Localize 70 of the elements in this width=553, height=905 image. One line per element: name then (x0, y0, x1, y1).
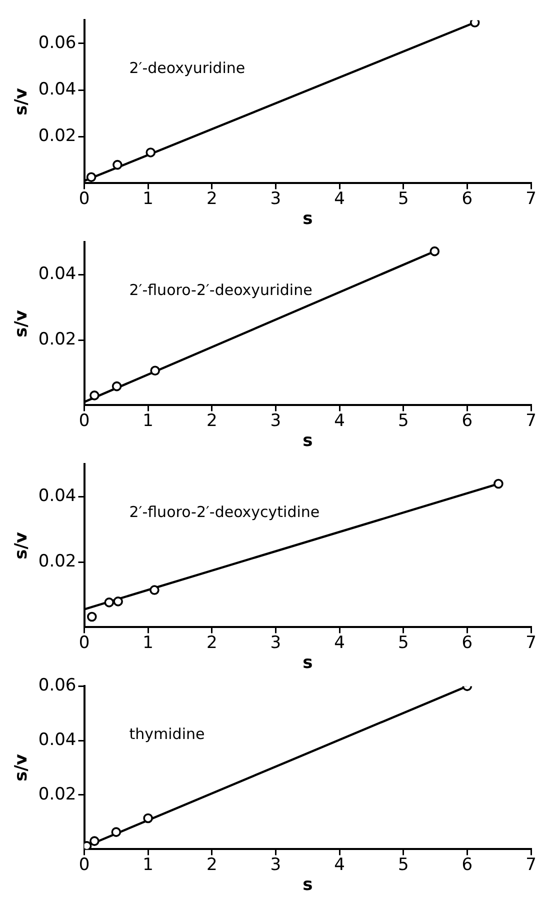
x-tick-label: 6 (462, 410, 473, 431)
x-axis-title: s (302, 653, 313, 674)
point (111, 827, 122, 837)
y-tick-label: 0.02 (38, 784, 76, 804)
point (90, 836, 100, 846)
x-axis-title: s (302, 875, 313, 896)
x-tick-label: 1 (142, 410, 154, 431)
x-tick-label: 5 (398, 854, 409, 875)
x-tick-label: 4 (334, 188, 345, 209)
x-tick-label: 6 (462, 188, 473, 209)
x-tick-label: 1 (142, 854, 154, 875)
point (112, 381, 122, 392)
text: 2′-deoxyuridine (129, 58, 246, 77)
x-tick-label: 2 (206, 410, 218, 431)
y-tick-label: 0.02 (38, 329, 76, 350)
x-tick-label: 4 (334, 632, 345, 653)
text: 2′-fluoro-2′-deoxyuridine (129, 280, 312, 299)
y-axis-title: s/v (12, 754, 32, 782)
x-tick-label: 1 (142, 188, 154, 209)
x-axis-title: s (302, 209, 313, 230)
text: 2′-fluoro-2′-deoxycytidine (129, 502, 320, 521)
x-tick-label: 0 (78, 632, 90, 653)
x-tick-label: 0 (78, 410, 90, 431)
x-tick-label: 3 (270, 632, 282, 653)
x-tick-label: 0 (78, 854, 90, 875)
y-tick-label: 0.06 (38, 676, 76, 696)
point (146, 148, 156, 158)
point (150, 585, 160, 595)
point (143, 813, 153, 824)
x-tick-label: 3 (270, 854, 282, 875)
point (104, 598, 114, 608)
y-axis-title: s/v (12, 88, 32, 116)
x-tick-label: 5 (398, 188, 409, 209)
point (86, 172, 96, 182)
x-axis-title: s (302, 431, 313, 452)
x-tick-label: 2 (206, 854, 218, 875)
y-tick-label: 0.04 (38, 264, 76, 284)
point (112, 160, 122, 170)
y-tick-label: 0.04 (38, 730, 76, 750)
point (90, 390, 100, 400)
y-tick-label: 0.04 (38, 486, 76, 506)
y-tick-label: 0.06 (38, 32, 76, 53)
x-tick-label: 3 (270, 410, 282, 431)
x-tick-label: 5 (398, 410, 409, 431)
y-axis-title: s/v (12, 532, 32, 560)
x-tick-label: 6 (462, 854, 473, 875)
point (494, 478, 504, 489)
y-tick-label: 0.04 (38, 79, 76, 100)
y-tick-label: 0.02 (38, 551, 76, 572)
x-tick-label: 0 (78, 188, 90, 209)
x-tick-label: 4 (334, 854, 345, 875)
x-tick-label: 7 (526, 410, 536, 431)
x-tick-label: 2 (206, 632, 218, 653)
x-tick-label: 1 (142, 632, 154, 653)
y-tick-label: 0.02 (38, 126, 76, 146)
x-tick-label: 7 (526, 632, 536, 653)
point (150, 366, 160, 376)
y-axis-title: s/v (12, 310, 32, 338)
point (87, 612, 97, 622)
point (430, 246, 440, 256)
x-tick-label: 6 (462, 632, 473, 653)
x-tick-label: 7 (526, 854, 536, 875)
x-tick-label: 5 (398, 632, 409, 653)
x-tick-label: 4 (334, 410, 345, 431)
x-tick-label: 3 (270, 188, 282, 209)
x-tick-label: 7 (526, 188, 536, 209)
x-tick-label: 2 (206, 188, 218, 209)
point (470, 20, 480, 28)
text: thymidine (129, 724, 205, 743)
point (113, 596, 123, 606)
